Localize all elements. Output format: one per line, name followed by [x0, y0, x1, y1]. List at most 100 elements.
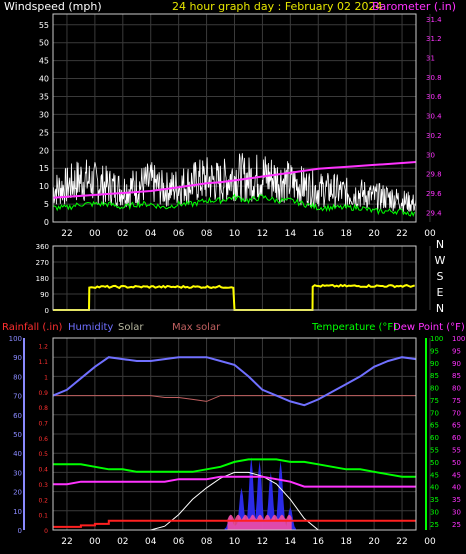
- compass-label: N: [436, 302, 444, 315]
- wind-x-tick-label: 06: [173, 229, 185, 239]
- wind-x-tick-label: 18: [340, 229, 352, 239]
- temp-x-tick-label: 10: [229, 537, 241, 547]
- dewpoint-y-tick-label: 100: [452, 335, 465, 343]
- rain-y-tick-label: 0.1: [38, 513, 48, 520]
- wind-x-tick-label: 22: [396, 229, 407, 239]
- wind-x-tick-label: 22: [61, 229, 72, 239]
- temp-x-tick-label: 22: [396, 537, 407, 547]
- temp-x-tick-label: 16: [313, 537, 325, 547]
- wind-y-tick-label: 45: [39, 57, 49, 66]
- barometer-y-tick-label: 30.2: [426, 132, 442, 140]
- wind-average-series: [52, 193, 416, 218]
- rain-y-tick-label: 0.3: [38, 482, 48, 489]
- dewpoint-y-tick-label: 30: [452, 508, 461, 516]
- dewpoint-y-tick-label: 55: [452, 446, 461, 454]
- humidity-y-tick-label: 80: [13, 373, 22, 381]
- temp-plot-frame: [52, 337, 417, 531]
- temperature-y-tick-label: 50: [430, 459, 439, 467]
- humidity-y-tick-label: 50: [13, 431, 22, 439]
- barometer-axis-label: Barometer (.in): [372, 0, 456, 13]
- wind-y-tick-label: 30: [39, 110, 49, 119]
- wind-y-tick-label: 5: [44, 200, 49, 209]
- windspeed-axis-label: Windspeed (mph): [4, 0, 102, 13]
- rain-y-tick-label: 1: [44, 374, 48, 381]
- wind-y-tick-label: 50: [39, 39, 49, 48]
- temperature-series: [53, 458, 416, 478]
- rain-y-tick-label: 1.1: [38, 359, 48, 366]
- compass-label: W: [435, 254, 446, 267]
- temperature-y-tick-label: 55: [430, 446, 439, 454]
- humidity-y-tick-label: 70: [13, 393, 22, 401]
- wind-x-tick-label: 20: [368, 229, 380, 239]
- humidity-y-tick-label: 90: [13, 354, 22, 362]
- dewpoint-y-tick-label: 70: [452, 409, 461, 417]
- dewpoint-y-tick-label: 95: [452, 347, 461, 355]
- dewpoint-y-tick-label: 85: [452, 372, 461, 380]
- chart-title: 24 hour graph day : February 02 2024: [172, 0, 383, 13]
- wind-x-tick-label: 10: [229, 229, 241, 239]
- direction-y-tick-label: 360: [36, 243, 49, 251]
- dewpoint-y-tick-label: 90: [452, 360, 461, 368]
- temperature-y-tick-label: 80: [430, 385, 439, 393]
- wind-y-tick-label: 15: [39, 164, 49, 173]
- temperature-y-tick-label: 85: [430, 372, 439, 380]
- solar-label: Solar: [118, 322, 144, 333]
- dewpoint-y-tick-label: 35: [452, 496, 461, 504]
- temperature-y-tick-label: 90: [430, 360, 439, 368]
- wind-speed-series: [52, 153, 417, 213]
- humidity-y-tick-label: 60: [13, 412, 22, 420]
- temperature-y-tick-label: 25: [430, 521, 439, 529]
- dewpoint-y-tick-label: 80: [452, 385, 461, 393]
- dewpoint-y-tick-label: 40: [452, 484, 461, 492]
- temp-x-tick-label: 12: [257, 537, 268, 547]
- humidity-y-tick-label: 100: [9, 335, 22, 343]
- temp-x-tick-label: 18: [340, 537, 352, 547]
- barometer-y-tick-label: 29.6: [426, 190, 442, 198]
- temp-x-tick-label: 08: [201, 537, 213, 547]
- rain-y-tick-label: 0: [44, 528, 48, 535]
- wind-x-tick-label: 08: [201, 229, 213, 239]
- wind-y-tick-label: 20: [39, 146, 49, 155]
- wind-x-tick-label: 04: [145, 229, 157, 239]
- barometer-y-tick-label: 30.4: [426, 113, 442, 121]
- temperature-y-tick-label: 100: [430, 335, 443, 343]
- barometer-y-tick-label: 30.6: [426, 93, 442, 101]
- temperature-y-tick-label: 70: [430, 409, 439, 417]
- wind-y-tick-label: 25: [39, 128, 49, 137]
- temp-x-tick-label: 04: [145, 537, 157, 547]
- humidity-series: [52, 356, 417, 407]
- temperature-y-tick-label: 45: [430, 471, 439, 479]
- barometer-y-tick-label: 29.4: [426, 209, 442, 217]
- temp-x-tick-label: 20: [368, 537, 380, 547]
- compass-label: S: [437, 270, 444, 283]
- temp-x-tick-label: 22: [61, 537, 72, 547]
- barometer-y-tick-label: 31.2: [426, 35, 442, 43]
- dewpoint-y-tick-label: 25: [452, 521, 461, 529]
- wind-y-tick-label: 35: [39, 92, 49, 101]
- wind-y-tick-label: 0: [44, 218, 49, 227]
- direction-plot-frame: [52, 245, 417, 311]
- dew-point-series: [53, 475, 416, 488]
- temperature-y-tick-label: 35: [430, 496, 439, 504]
- rain-y-tick-label: 0.2: [38, 497, 48, 504]
- temperature-y-tick-label: 65: [430, 422, 439, 430]
- direction-y-tick-label: 270: [36, 259, 49, 267]
- temperature-y-tick-label: 60: [430, 434, 439, 442]
- rain-y-tick-label: 0.9: [38, 390, 48, 397]
- wind-x-tick-label: 12: [257, 229, 268, 239]
- humidity-y-tick-label: 20: [13, 489, 22, 497]
- direction-y-tick-label: 90: [40, 291, 49, 299]
- dewpoint-y-tick-label: 60: [452, 434, 461, 442]
- direction-y-tick-label: 180: [36, 275, 49, 283]
- wind-plot-frame: [52, 13, 417, 223]
- temperature-y-tick-label: 40: [430, 484, 439, 492]
- temp-x-tick-label: 02: [117, 537, 128, 547]
- wind-x-tick-label: 00: [89, 229, 101, 239]
- rain-y-tick-label: 0.6: [38, 436, 48, 443]
- max-solar-label: Max solar: [172, 322, 221, 333]
- wind-x-tick-label: 00: [424, 229, 436, 239]
- temp-x-tick-label: 00: [89, 537, 101, 547]
- compass-label: N: [436, 238, 444, 251]
- wind-y-tick-label: 55: [39, 21, 49, 30]
